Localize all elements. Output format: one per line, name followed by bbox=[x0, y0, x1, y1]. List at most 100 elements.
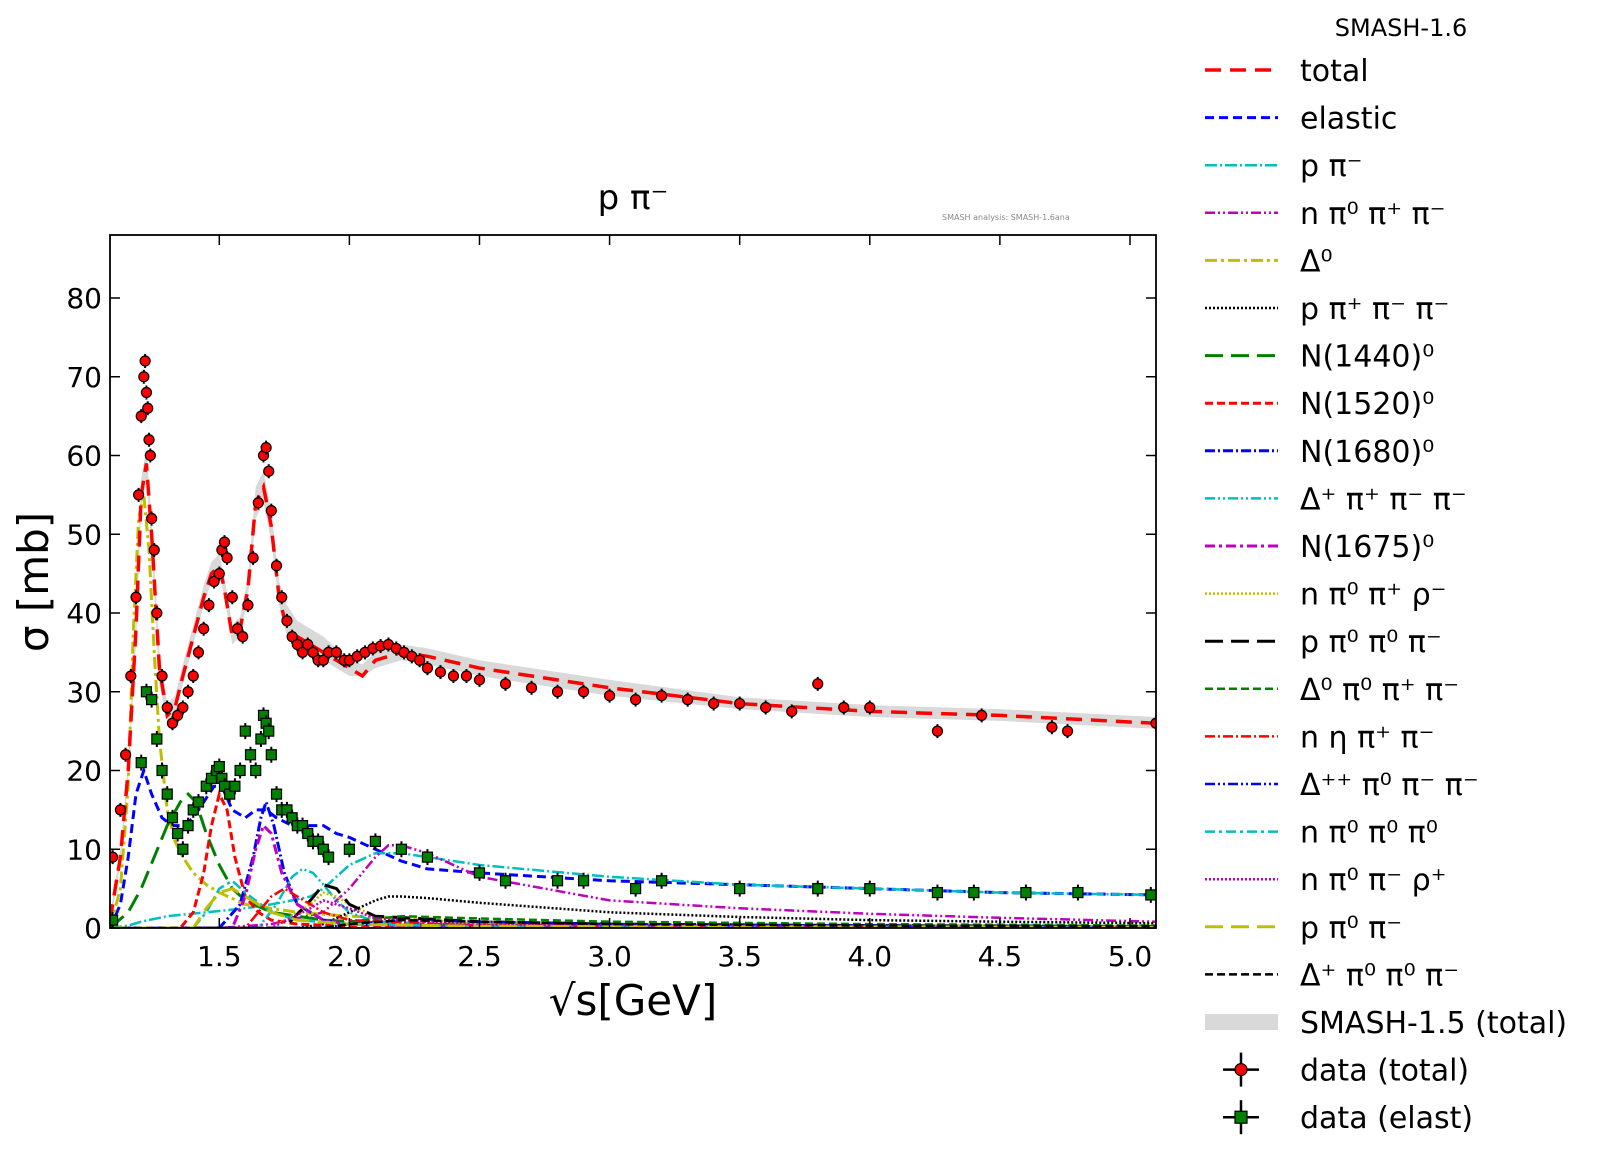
legend-title: SMASH-1.6 bbox=[1335, 14, 1467, 42]
x-tick-label: 4.0 bbox=[848, 940, 893, 973]
analysis-watermark: SMASH analysis: SMASH-1.6ana bbox=[942, 213, 1070, 222]
data-total-point bbox=[120, 747, 132, 762]
legend-item-n: n π⁰ π⁺ π⁻ bbox=[1205, 197, 1446, 232]
data-elast-point bbox=[499, 872, 512, 889]
legend-item-p: p π⁻ bbox=[1205, 149, 1362, 184]
y-tick-label: 80 bbox=[66, 282, 102, 315]
x-tick-label: 3.0 bbox=[587, 940, 632, 973]
y-tick-label: 30 bbox=[66, 676, 102, 709]
legend-item-item: Δ⁺ π⁺ π⁻ π⁻ bbox=[1205, 482, 1467, 517]
data-elast-point bbox=[255, 731, 267, 747]
legend-item-item: Δ⁺ π⁰ π⁰ π⁻ bbox=[1205, 958, 1459, 993]
data-elast-point bbox=[812, 880, 824, 897]
data-total-point bbox=[135, 409, 147, 424]
data-elast-point bbox=[369, 833, 382, 850]
data-total-point bbox=[265, 503, 277, 518]
legend-label: p π⁰ π⁻ bbox=[1300, 911, 1402, 946]
data-total-point bbox=[708, 696, 720, 711]
data-elast-point bbox=[1072, 884, 1084, 901]
data-elast-point bbox=[551, 872, 564, 889]
series-line-p bbox=[110, 851, 1156, 928]
legend-item-p: p π⁰ π⁰ π⁻ bbox=[1205, 625, 1442, 660]
x-tick-label: 2.5 bbox=[457, 940, 502, 973]
legend-item-total: total bbox=[1205, 54, 1369, 89]
data-total-point bbox=[577, 684, 590, 699]
data-elast-point bbox=[343, 841, 355, 858]
x-tick-label: 5.0 bbox=[1108, 940, 1153, 973]
legend-label: N(1680)⁰ bbox=[1300, 435, 1434, 470]
series-line-elastic bbox=[110, 765, 1156, 928]
data-total-point bbox=[286, 629, 298, 644]
data-total-point bbox=[146, 511, 158, 526]
data-total-point bbox=[252, 495, 264, 510]
legend-label: N(1440)⁰ bbox=[1300, 340, 1434, 375]
data-elast-point bbox=[244, 746, 257, 763]
series-line-p bbox=[110, 895, 1156, 928]
legend-item-p: p π⁺ π⁻ π⁻ bbox=[1205, 292, 1449, 327]
data-elast-point bbox=[864, 880, 876, 897]
data-elast-point bbox=[166, 809, 179, 826]
data-total-point bbox=[317, 653, 329, 668]
data-elast-point bbox=[192, 794, 205, 810]
data-elast-point bbox=[1145, 886, 1156, 903]
data-elast-point bbox=[263, 723, 275, 740]
legend-label: data (total) bbox=[1300, 1054, 1469, 1089]
data-total-point bbox=[447, 669, 460, 683]
series-line-p bbox=[110, 886, 1156, 928]
data-total-point bbox=[247, 550, 259, 565]
legend-label: Δ⁰ π⁰ π⁺ π⁻ bbox=[1300, 673, 1459, 708]
data-elast-point bbox=[395, 841, 408, 858]
data-total-point bbox=[125, 669, 137, 683]
legend-label: p π⁻ bbox=[1300, 149, 1362, 184]
data-elast-point bbox=[656, 872, 668, 889]
data-total-point bbox=[525, 680, 538, 695]
data-total-point bbox=[499, 676, 512, 691]
legend-item-elastic: elastic bbox=[1205, 102, 1397, 137]
legend-label: SMASH-1.5 (total) bbox=[1300, 1006, 1567, 1041]
data-total-point bbox=[302, 637, 314, 652]
legend-item-item: Δ⁺⁺ π⁰ π⁻ π⁻ bbox=[1205, 768, 1479, 803]
x-tick-label: 4.5 bbox=[978, 940, 1023, 973]
data-total-point bbox=[760, 700, 772, 715]
legend-item-p: p π⁰ π⁻ bbox=[1205, 911, 1402, 946]
legend-item-n-1520: N(1520)⁰ bbox=[1205, 387, 1434, 422]
data-total-point bbox=[130, 590, 142, 605]
legend-label: elastic bbox=[1300, 102, 1397, 137]
data-total-point bbox=[682, 692, 694, 707]
series-line-n-1675 bbox=[110, 822, 1156, 928]
data-total-point bbox=[1046, 720, 1058, 735]
data-total-point bbox=[630, 692, 642, 707]
data-total-point bbox=[976, 708, 988, 723]
data-total-point bbox=[177, 700, 189, 715]
data-total-point bbox=[734, 696, 746, 711]
data-elast-point bbox=[630, 880, 642, 897]
data-total-point bbox=[114, 802, 127, 817]
data-elast-point bbox=[421, 849, 434, 866]
data-total-point bbox=[182, 684, 194, 699]
data-elast-point bbox=[161, 786, 173, 803]
data-elast-point bbox=[270, 786, 283, 803]
data-total-point bbox=[414, 653, 426, 668]
legend-label: N(1520)⁰ bbox=[1300, 387, 1434, 422]
y-tick-label: 70 bbox=[66, 361, 102, 394]
data-elast-point bbox=[265, 746, 277, 763]
data-total-point bbox=[864, 700, 876, 715]
data-elast-point bbox=[213, 758, 225, 775]
data-total-point bbox=[270, 558, 283, 573]
y-tick-label: 40 bbox=[66, 597, 102, 630]
data-total-point bbox=[218, 535, 231, 550]
data-total-point bbox=[208, 574, 220, 589]
data-total-point bbox=[139, 354, 151, 368]
data-total-point bbox=[838, 700, 850, 715]
data-total-point bbox=[237, 629, 249, 644]
legend-label: n π⁰ π⁻ ρ⁺ bbox=[1300, 863, 1446, 898]
legend-item-n-1675: N(1675)⁰ bbox=[1205, 530, 1434, 565]
data-elast-point bbox=[151, 731, 163, 747]
legend-item-n: n π⁰ π⁻ ρ⁺ bbox=[1205, 863, 1446, 898]
data-elast-point bbox=[182, 817, 194, 834]
y-tick-label: 60 bbox=[66, 440, 102, 473]
data-elast-point bbox=[146, 691, 158, 708]
data-elast-point bbox=[931, 884, 944, 901]
legend-item-item: Δ⁰ π⁰ π⁺ π⁻ bbox=[1205, 673, 1459, 708]
